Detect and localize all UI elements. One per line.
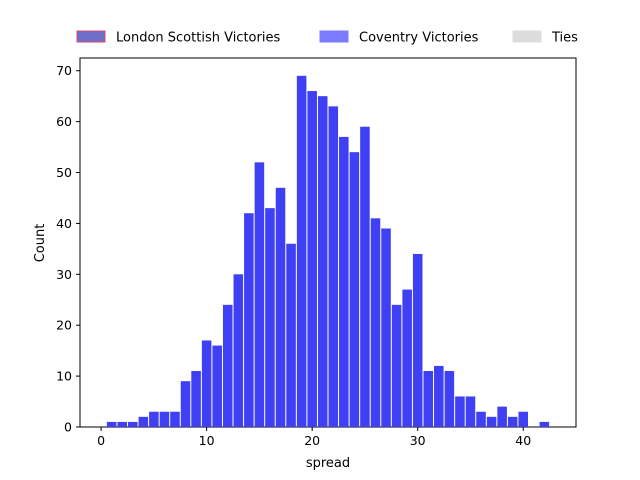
legend-swatch: [319, 30, 349, 43]
histogram-bar: [286, 243, 296, 427]
histogram-bar: [455, 396, 465, 427]
histogram-bar: [127, 421, 138, 427]
histogram-bar: [444, 371, 455, 427]
y-tick-label: 10: [56, 369, 72, 384]
histogram-bar: [402, 289, 412, 427]
histogram-bar: [244, 213, 254, 427]
histogram-bar: [434, 365, 444, 427]
y-tick-label: 60: [56, 114, 72, 129]
histogram-bar: [191, 371, 201, 427]
histogram-bar: [349, 152, 360, 427]
plot-frame: [79, 57, 577, 428]
histogram-bar: [170, 411, 180, 427]
y-tick-label: 40: [56, 216, 72, 231]
histogram-bar: [254, 162, 265, 427]
histogram-bar: [233, 274, 244, 427]
histogram-bar: [423, 371, 434, 427]
histogram-bar: [518, 411, 529, 427]
histogram-bar: [317, 96, 328, 427]
histogram-bar: [307, 91, 317, 427]
histogram-bar: [381, 228, 391, 427]
legend-swatch: [512, 30, 542, 43]
histogram-bar: [370, 218, 381, 427]
histogram-bar: [539, 421, 550, 427]
bars: [106, 75, 550, 428]
histogram-bar: [360, 126, 370, 428]
histogram-bar: [476, 411, 486, 427]
histogram-bar: [138, 416, 149, 427]
histogram-bar: [117, 421, 127, 427]
x-axis-label: spread: [306, 456, 350, 471]
y-axis: 0 10 20 30 40 50 60 70: [56, 63, 80, 435]
histogram-bar: [275, 187, 286, 427]
histogram-bar: [159, 411, 170, 427]
histogram-bar: [149, 411, 159, 427]
histogram-bar: [180, 381, 191, 427]
legend: London Scottish Victories Coventry Victor…: [76, 30, 578, 46]
y-tick-label: 50: [56, 165, 72, 180]
histogram-bar: [265, 208, 275, 427]
histogram-bar: [296, 75, 307, 428]
histogram-bar: [339, 136, 349, 427]
x-tick-label: 10: [199, 433, 215, 448]
histogram-bar: [222, 304, 233, 427]
x-tick-label: 30: [410, 433, 426, 448]
y-tick-label: 0: [64, 420, 72, 435]
histogram-bar: [391, 304, 402, 427]
y-tick-label: 70: [56, 63, 72, 78]
y-tick-label: 20: [56, 318, 72, 333]
histogram-bar: [212, 345, 222, 427]
histogram-bar: [106, 421, 117, 427]
x-tick-label: 20: [304, 433, 320, 448]
histogram-bar: [201, 340, 212, 427]
histogram-bar: [412, 253, 423, 427]
x-axis: 0 10 20 30 40: [97, 427, 531, 448]
legend-swatch: [76, 30, 106, 43]
histogram-bar: [497, 406, 507, 427]
y-axis-label: Count: [33, 224, 48, 263]
histogram-bar: [486, 416, 497, 427]
histogram-bar: [328, 106, 339, 428]
legend-label: London Scottish Victories: [116, 31, 280, 46]
histogram-bar: [465, 396, 476, 427]
legend-label: Coventry Victories: [359, 31, 479, 46]
x-tick-label: 0: [97, 433, 105, 448]
y-tick-label: 30: [56, 267, 72, 282]
histogram-bar: [507, 416, 518, 427]
x-tick-label: 40: [515, 433, 531, 448]
legend-label: Ties: [551, 31, 578, 46]
